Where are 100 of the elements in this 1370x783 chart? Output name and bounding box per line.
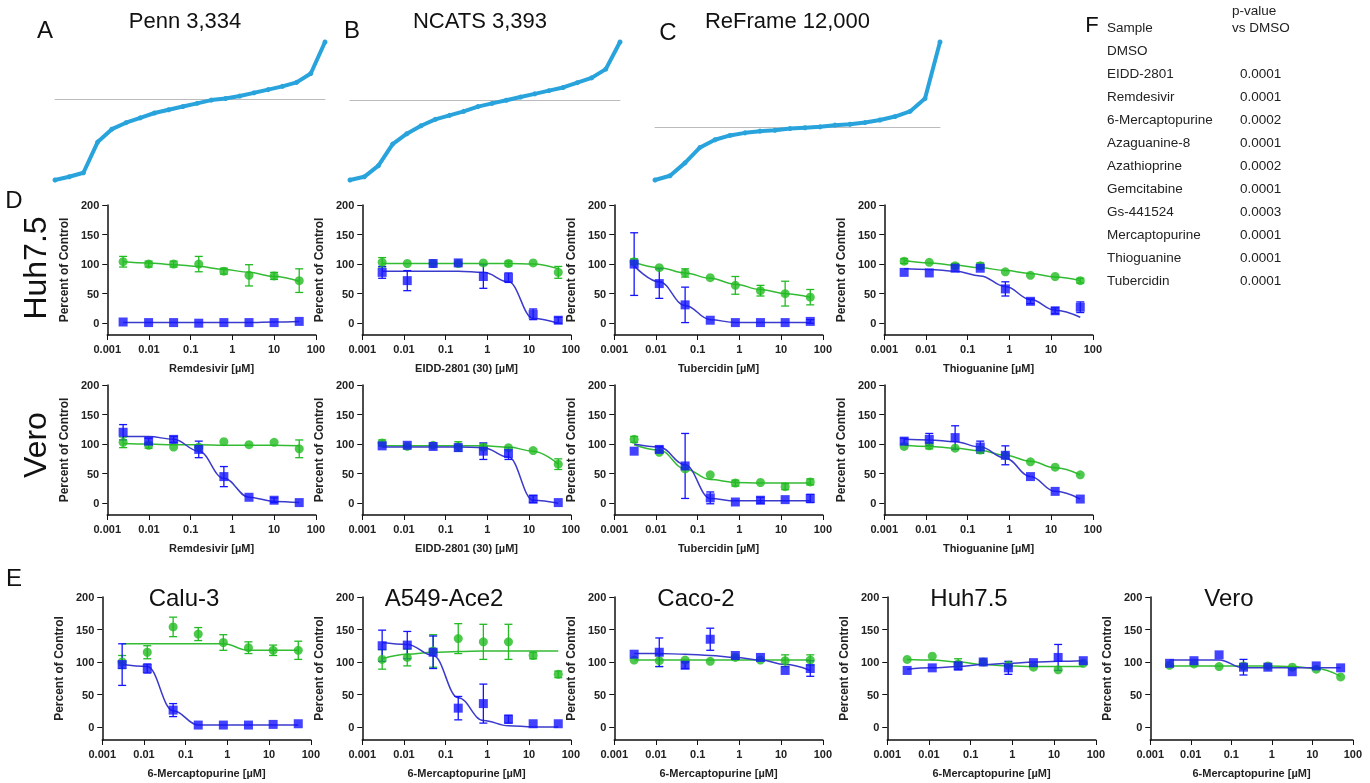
- x-tick-label: 10: [267, 342, 281, 355]
- annotation: B: [343, 16, 361, 44]
- y-tick-label: 150: [857, 228, 877, 241]
- y-tick-label: 0: [348, 721, 355, 733]
- x-tick-label: 0.01: [393, 747, 415, 760]
- y-tick-label: 50: [82, 688, 95, 701]
- x-tick-label: 0.1: [438, 747, 454, 760]
- x-tick-label: 100: [1083, 522, 1102, 535]
- x-tick-label: 0.1: [960, 522, 976, 535]
- y-tick-label: 150: [587, 623, 607, 636]
- y-tick-label: 100: [587, 438, 607, 451]
- x-axis-title: EIDD-2801 (30) [µM]: [415, 541, 519, 554]
- x-tick-label: 0.01: [915, 342, 937, 355]
- category-label: Gs-441524: [1107, 203, 1175, 221]
- y-tick-label: 150: [587, 228, 607, 241]
- data-label: 0.0002: [1239, 111, 1283, 129]
- x-tick-label: 100: [813, 747, 832, 760]
- x-tick-label: 0.01: [918, 747, 940, 760]
- chart-title: Vero: [1204, 583, 1254, 611]
- y-tick-label: 200: [80, 199, 100, 211]
- y-tick-label: 200: [857, 379, 877, 391]
- x-tick-label: 1: [1006, 522, 1013, 535]
- x-tick-label: 0.001: [348, 342, 377, 355]
- x-tick-label: 1: [1006, 342, 1013, 355]
- y-tick-label: 150: [75, 623, 95, 636]
- x-tick-label: 1: [736, 522, 743, 535]
- x-axis-title: Thioguanine [µM]: [942, 361, 1035, 374]
- y-tick-label: 100: [80, 438, 100, 451]
- y-axis-title: Percent of Control: [564, 616, 578, 721]
- x-axis-title: Remdesivir [µM]: [168, 541, 255, 554]
- x-axis-title: 6-Mercaptopurine [µM]: [1192, 766, 1311, 779]
- x-tick-label: 10: [522, 522, 536, 535]
- category-label: Mercaptopurine: [1107, 226, 1202, 244]
- chart-title: Calu-3: [148, 583, 220, 611]
- x-tick-label: 0.001: [600, 522, 629, 535]
- x-axis-title: 6-Mercaptopurine [µM]: [147, 766, 266, 779]
- x-tick-label: 0.1: [963, 747, 979, 760]
- x-axis-title: 6-Mercaptopurine [µM]: [932, 766, 1051, 779]
- x-tick-label: 0.001: [870, 342, 899, 355]
- y-axis-title: Percent of Control: [52, 616, 66, 721]
- y-tick-label: 200: [587, 199, 607, 211]
- chart-title: Caco-2: [657, 583, 735, 611]
- x-tick-label: 100: [1086, 747, 1105, 760]
- x-tick-label: 1: [229, 342, 236, 355]
- y-tick-label: 0: [348, 497, 355, 510]
- y-tick-label: 0: [348, 317, 355, 330]
- x-tick-label: 0.1: [690, 522, 706, 535]
- x-axis-title: Tubercidin [µM]: [677, 361, 760, 374]
- y-tick-label: 50: [342, 467, 355, 480]
- x-tick-label: 10: [774, 522, 788, 535]
- text: F: [1085, 12, 1099, 38]
- x-tick-label: 1: [484, 522, 491, 535]
- x-tick-label: 10: [262, 747, 276, 760]
- y-axis-title: Percent of Control: [57, 217, 71, 323]
- x-tick-label: 0.01: [1180, 747, 1202, 760]
- category-label: EIDD-2801: [1107, 65, 1175, 83]
- y-tick-label: 50: [87, 287, 100, 300]
- x-tick-label: 0.1: [960, 342, 976, 355]
- y-tick-label: 150: [587, 408, 607, 421]
- category-label: Tubercidin: [1107, 272, 1171, 290]
- x-tick-label: 10: [1306, 747, 1319, 760]
- chart-title: Huh7.5: [930, 583, 1008, 611]
- x-tick-label: 0.01: [393, 522, 415, 535]
- y-tick-label: 100: [860, 656, 880, 668]
- x-tick-label: 0.01: [915, 522, 937, 535]
- y-axis-title: Percent of Control: [312, 616, 326, 721]
- x-tick-label: 0.01: [138, 342, 160, 355]
- text: p-value vs DMSO: [1232, 2, 1291, 37]
- y-tick-label: 100: [857, 438, 877, 451]
- y-tick-label: 100: [75, 656, 95, 668]
- y-axis-title: Percent of Control: [1100, 616, 1114, 721]
- y-tick-label: 200: [857, 199, 877, 211]
- x-tick-label: 0.001: [600, 342, 629, 355]
- chart-title: ReFrame 12,000: [704, 7, 871, 33]
- x-tick-label: 0.1: [438, 342, 454, 355]
- y-axis-title: Percent of Control: [837, 616, 851, 721]
- y-tick-label: 50: [594, 688, 607, 701]
- y-tick-label: 200: [335, 199, 355, 211]
- x-tick-label: 10: [1044, 342, 1058, 355]
- y-tick-label: 50: [864, 467, 877, 480]
- x-tick-label: 0.01: [133, 747, 155, 760]
- y-tick-label: 0: [600, 317, 607, 330]
- y-tick-label: 0: [600, 721, 607, 733]
- y-tick-label: 200: [335, 379, 355, 391]
- y-tick-label: 100: [335, 438, 355, 451]
- x-tick-label: 0.001: [93, 522, 122, 535]
- text: A: [36, 16, 54, 44]
- x-tick-label: 0.1: [438, 522, 454, 535]
- y-axis-title: Percent of Control: [312, 397, 326, 503]
- data-label: 0.0001: [1239, 65, 1283, 83]
- y-tick-label: 0: [1136, 721, 1143, 733]
- y-tick-label: 0: [88, 721, 95, 733]
- x-tick-label: 100: [561, 522, 580, 535]
- x-tick-label: 100: [1343, 747, 1362, 760]
- x-tick-label: 0.01: [645, 342, 667, 355]
- chart-title: A549-Ace2: [384, 583, 504, 611]
- x-axis-title: EIDD-2801 (30) [µM]: [415, 361, 519, 374]
- x-axis-title: Remdesivir [µM]: [168, 361, 255, 374]
- x-tick-label: 10: [267, 522, 281, 535]
- x-tick-label: 0.1: [690, 342, 706, 355]
